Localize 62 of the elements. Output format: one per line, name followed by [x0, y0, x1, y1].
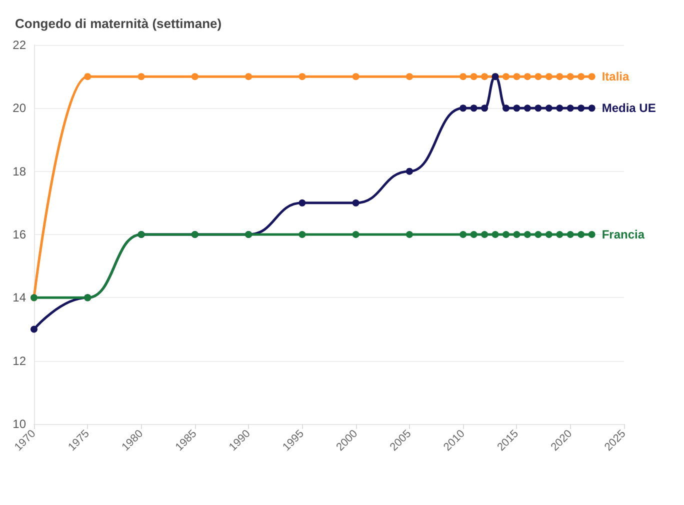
point	[138, 73, 145, 80]
point	[470, 231, 478, 238]
point	[524, 104, 531, 112]
point	[556, 104, 564, 112]
point	[298, 199, 306, 206]
point	[352, 199, 360, 206]
point	[566, 73, 574, 80]
point	[30, 326, 38, 333]
point	[513, 73, 520, 80]
y-tick-label: 14	[12, 290, 26, 305]
point	[556, 73, 564, 80]
series-label: Media UE	[602, 101, 656, 116]
y-tick-label: 20	[12, 101, 26, 116]
point	[566, 231, 574, 238]
y-tick-label: 18	[12, 164, 26, 178]
point	[534, 104, 542, 112]
point	[470, 73, 478, 80]
point	[481, 73, 488, 80]
point	[534, 73, 542, 80]
point	[481, 104, 488, 112]
point	[578, 73, 585, 80]
point	[502, 73, 510, 80]
point	[492, 231, 499, 238]
point	[470, 104, 478, 112]
point	[406, 73, 413, 80]
point	[513, 231, 520, 238]
point	[298, 73, 306, 80]
point	[566, 104, 574, 112]
chart-title: Congedo di maternità (settimane)	[15, 16, 222, 31]
point	[84, 73, 92, 80]
point	[460, 231, 467, 238]
point	[545, 104, 552, 112]
series-label: Francia	[602, 228, 645, 242]
point	[556, 231, 564, 238]
point	[502, 104, 510, 112]
point	[406, 168, 413, 175]
point	[534, 231, 542, 238]
y-tick-label: 10	[12, 417, 26, 431]
point	[352, 231, 360, 238]
series-label: Italia	[602, 70, 630, 84]
y-tick-label: 16	[12, 228, 26, 242]
point	[545, 231, 552, 238]
point	[545, 73, 552, 80]
point	[524, 231, 531, 238]
point	[513, 104, 520, 112]
point	[578, 104, 585, 112]
point	[352, 73, 360, 80]
point	[502, 231, 510, 238]
y-tick-label: 22	[12, 38, 26, 52]
point	[524, 73, 531, 80]
point	[245, 73, 252, 80]
point	[481, 231, 488, 238]
point	[406, 231, 413, 238]
point	[460, 104, 467, 112]
point	[588, 73, 596, 80]
y-tick-label: 12	[12, 354, 26, 368]
point	[578, 231, 585, 238]
point	[298, 231, 306, 238]
point	[191, 73, 198, 80]
point	[588, 104, 596, 112]
point	[588, 231, 596, 238]
point	[460, 73, 467, 80]
